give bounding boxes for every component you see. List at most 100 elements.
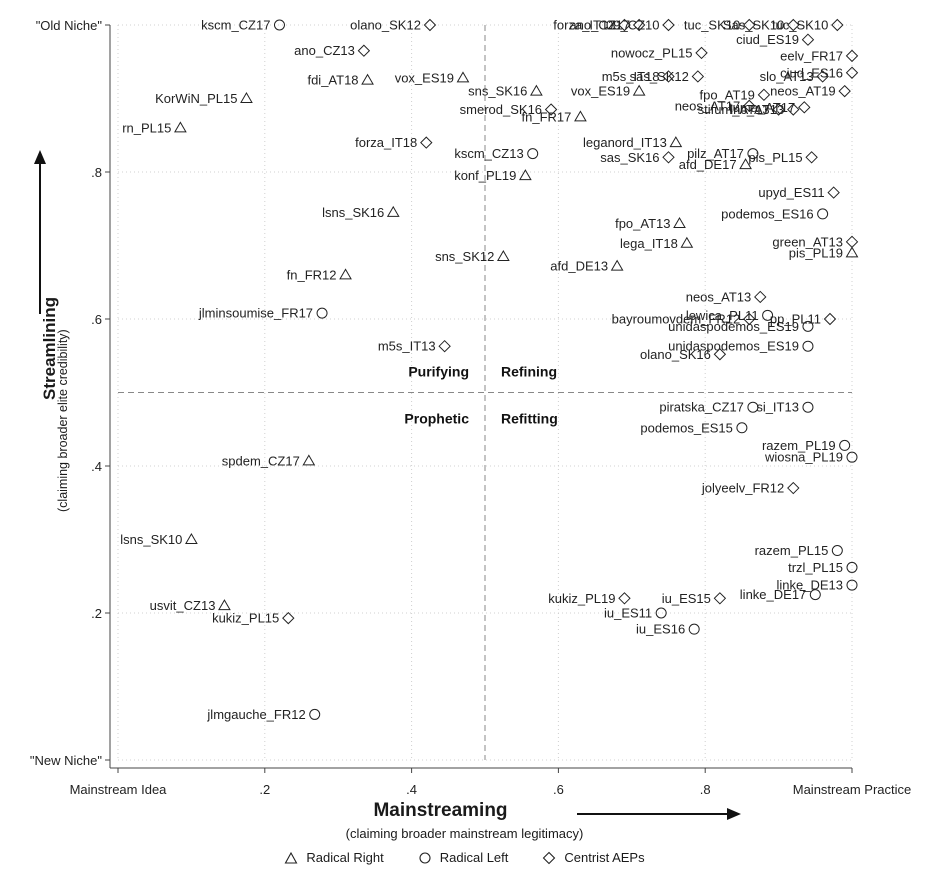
point-label: Sas_SK10 — [723, 18, 784, 33]
triangle-marker — [185, 533, 198, 544]
point-label: pp_PL11 — [770, 312, 821, 327]
y-tick-label: .6 — [91, 312, 102, 327]
point-label: m5s_IT13 — [378, 339, 436, 354]
y-tick-label: "New Niche" — [30, 753, 102, 768]
point-label: vox_ES19 — [395, 70, 454, 85]
quadrant-label: Prophetic — [404, 411, 469, 427]
triangle-marker — [456, 71, 470, 83]
diamond-marker — [754, 290, 767, 304]
point-label: ciud_ES19 — [736, 32, 799, 47]
point-label: pis_PL19 — [789, 245, 843, 260]
legend-item-radical-left: Radical Left — [418, 850, 508, 865]
point-label: kscm_CZ17 — [201, 18, 270, 33]
point-label: fn_FR12 — [287, 267, 337, 282]
point-label: upyd_ES11 — [758, 185, 824, 200]
diamond-marker — [845, 66, 859, 79]
gridlines — [117, 24, 853, 761]
circle-marker — [762, 309, 774, 321]
point-label: lsns_SK16 — [322, 205, 384, 220]
circle-marker — [831, 545, 843, 557]
point-label: konf_PL19 — [454, 168, 516, 183]
diamond-marker — [838, 84, 851, 98]
quadrant-label: Refining — [501, 364, 557, 380]
point-label: jlmgauche_FR12 — [206, 707, 305, 722]
point-label: olano_SK12 — [350, 18, 421, 33]
point-label: kukiz_PL15 — [212, 611, 279, 626]
diamond-marker — [662, 70, 675, 83]
diamond-marker — [662, 151, 675, 164]
y-axis-subtitle: (claiming broader elite credibility) — [56, 329, 70, 512]
right-arrow-icon — [577, 808, 741, 820]
triangle-marker — [302, 454, 316, 466]
y-tick-label: .2 — [91, 606, 102, 621]
point-label: si_IT13 — [756, 400, 799, 415]
triangle-marker — [673, 216, 686, 228]
point-label: podemos_ES15 — [640, 420, 733, 435]
point-label: trzl_PL15 — [788, 560, 843, 575]
point-label: neos_AT19 — [770, 84, 836, 99]
point-label: green_AT13 — [772, 234, 843, 249]
diamond-marker — [618, 592, 631, 605]
point-label: afd_DE13 — [550, 259, 608, 274]
legend-item-radical-right: Radical Right — [284, 850, 384, 865]
diamond-marker — [743, 312, 756, 326]
quadrant-label: Purifying — [408, 364, 469, 380]
point-label: sns_SK16 — [468, 84, 527, 99]
triangle-marker-icon — [284, 851, 298, 864]
point-label: tuc_SK10 — [772, 18, 828, 33]
circle-marker — [688, 623, 700, 635]
up-arrow-icon — [34, 150, 46, 314]
x-axis-title: Mainstreaming — [0, 800, 929, 822]
circle-marker — [527, 148, 539, 160]
point-label: forza_IT13 — [553, 18, 615, 33]
point-label: stifum_AT13 — [698, 102, 770, 117]
triangle-marker — [386, 205, 400, 217]
diamond-marker — [845, 49, 859, 63]
y-tick-label: .4 — [91, 459, 102, 474]
diamond-marker — [357, 44, 371, 57]
circle-marker — [747, 148, 759, 160]
point-label: olano_SK16 — [640, 347, 711, 362]
triangle-marker — [240, 92, 253, 103]
circle-marker — [802, 401, 814, 413]
point-label: piratska_CZ17 — [659, 400, 744, 415]
circle-marker — [839, 439, 851, 451]
point-label: fn_FR17 — [522, 109, 572, 124]
point-label: lnc_AT13 — [730, 102, 784, 117]
point-label: m5s_IT18 — [602, 69, 660, 84]
data-points: kscm_CZ17 olano_SK12 forza_IT13ano_CZ1709_… — [120, 18, 859, 722]
circle-marker — [809, 589, 821, 601]
circle-marker — [846, 579, 858, 591]
circle-marker — [273, 19, 285, 31]
y-tick-label: .8 — [91, 165, 102, 180]
triangle-marker — [739, 158, 752, 170]
point-label: razem_PL15 — [755, 543, 829, 558]
diamond-marker — [632, 18, 646, 32]
diamond-marker — [823, 312, 837, 326]
x-axis-title-text: Mainstreaming — [373, 800, 508, 821]
axes: Mainstream Idea .2 .4 .6 .8 Mainstream Practi… — [30, 18, 911, 797]
point-label: smerod_SK16 — [460, 102, 542, 117]
circle-marker — [846, 451, 858, 463]
point-label: wiosna_PL19 — [764, 450, 843, 465]
point-label: linke_DE13 — [777, 578, 844, 593]
diamond-marker — [695, 46, 708, 60]
point-label: vox_ES19 — [571, 84, 630, 99]
point-label: neos_AT17 — [675, 98, 741, 113]
point-label: rn_PL15 — [122, 120, 171, 135]
x-tick-label: Mainstream Practice — [793, 782, 911, 797]
point-label: sas_SK16 — [600, 150, 659, 165]
diamond-marker — [757, 88, 771, 102]
point-label: pilz_AT17 — [687, 146, 744, 161]
circle-marker — [817, 208, 829, 220]
point-label: lsns_SK10 — [120, 532, 182, 547]
diamond-marker — [691, 70, 705, 83]
circle-marker — [802, 320, 814, 332]
x-axis-subtitle: (claiming broader mainstream legitimacy) — [345, 826, 584, 841]
x-tick-label: Mainstream Idea — [70, 782, 168, 797]
diamond-marker — [816, 70, 829, 83]
point-label: unidaspodemos_ES19 — [668, 319, 799, 334]
triangle-marker — [530, 84, 543, 96]
legend: Radical Right Radical Left Centrist AEPs — [0, 850, 929, 865]
diamond-marker — [743, 18, 756, 32]
